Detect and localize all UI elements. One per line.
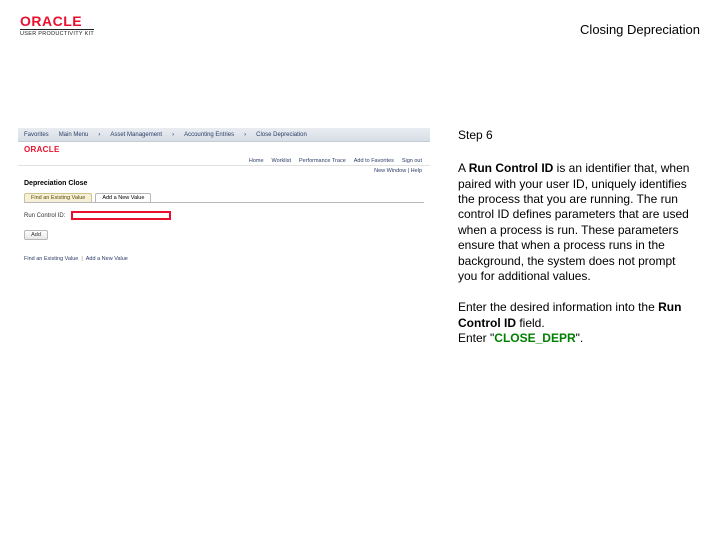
text: Enter the desired information into the [458,300,658,314]
new-window-links: New Window | Help [18,166,430,176]
nav-item: Asset Management [110,132,162,138]
add-button[interactable]: Add [24,230,48,240]
text: A [458,161,469,175]
page-header: ORACLE USER PRODUCTIVITY KIT Closing Dep… [0,0,720,48]
tab-find-existing: Find an Existing Value [24,193,92,202]
nav-item: Accounting Entries [184,132,234,138]
document-title: Closing Depreciation [580,22,700,37]
link-signout: Sign out [402,158,422,164]
nav-item: Main Menu [59,132,89,138]
text: field. [516,316,545,330]
run-control-label: Run Control ID: [24,213,65,219]
instruction-panel: Step 6 A Run Control ID is an identifier… [458,128,698,362]
nav-item: Favorites [24,132,49,138]
chevron-icon: › [244,132,246,138]
link-fav: Add to Favorites [354,158,394,164]
text: Enter " [458,331,494,345]
link-perf: Performance Trace [299,158,346,164]
app-subbar: ORACLE [18,142,430,156]
run-control-row: Run Control ID: [24,211,430,220]
link-worklist: Worklist [272,158,291,164]
tab-underline [24,202,424,203]
code-text: CLOSE_DEPR [494,331,575,345]
paragraph-2: Enter the desired information into the R… [458,300,698,346]
nav-item: Close Depreciation [256,132,307,138]
footer-add: Add a New Value [86,256,128,262]
chevron-icon: › [98,132,100,138]
app-page-title: Depreciation Close [18,176,430,189]
app-logo: ORACLE [24,145,60,154]
step-label: Step 6 [458,128,698,143]
brand-logo: ORACLE [20,14,94,28]
run-control-input[interactable] [71,211,171,220]
chevron-icon: › [172,132,174,138]
app-topnav: Favorites Main Menu › Asset Management ›… [18,128,430,142]
text: ". [576,331,584,345]
paragraph-1: A Run Control ID is an identifier that, … [458,161,698,284]
tab-add-new: Add a New Value [95,193,151,202]
tab-row: Find an Existing Value Add a New Value [24,193,430,202]
text: is an identifier that, when paired with … [458,161,689,283]
footer-links: Find an Existing Value|Add a New Value [24,256,430,262]
brand-block: ORACLE USER PRODUCTIVITY KIT [20,14,94,37]
app-screenshot: Favorites Main Menu › Asset Management ›… [18,128,430,288]
bold-text: Run Control ID [469,161,554,175]
footer-find: Find an Existing Value [24,256,78,262]
link-home: Home [249,158,264,164]
brand-subtitle: USER PRODUCTIVITY KIT [20,29,94,37]
app-links: Home Worklist Performance Trace Add to F… [18,156,430,166]
